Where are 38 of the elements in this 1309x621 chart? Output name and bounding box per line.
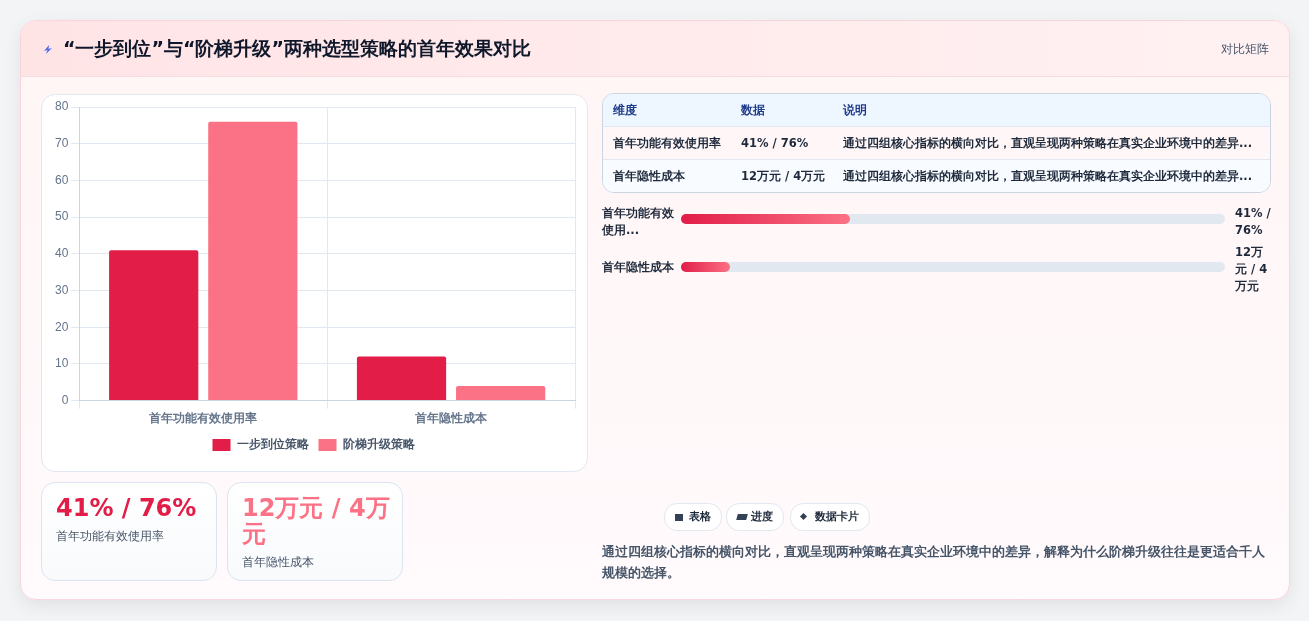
text: 首年功能有效使用率 (56, 529, 164, 544)
text: 12万元 / 4万元 (741, 169, 826, 184)
chart-title: “一步到位”与“阶梯升级”两种选型策略的首年效果对比 (63, 36, 531, 61)
text: 首年隐性成本 (613, 169, 685, 184)
y-tick-label: 0 (61, 392, 69, 407)
y-tick-label: 10 (54, 356, 69, 371)
y-tick-label: 60 (54, 172, 69, 187)
bar (109, 250, 199, 401)
bar (356, 356, 447, 401)
text: 41% / 76% (56, 494, 197, 522)
text: 首年功能有效使用率 (613, 136, 721, 151)
text: 通过四组核心指标的横向对比，直观呈现两种策略在真实企业环境中的差异... (843, 136, 1253, 151)
text: 数据卡片 (790, 503, 870, 531)
legend-label: 阶梯升级策略 (342, 437, 416, 452)
text: 数据 (741, 103, 765, 118)
text: 12万元 / 4万元 (1235, 244, 1269, 295)
text: 进度 (726, 503, 784, 531)
text: 41% / 76% (1235, 205, 1272, 239)
text: 通过四组核心指标的横向对比，直观呈现两种策略在真实企业环境中的差异，解释为什么阶梯升级往往是更适合千人规模的选择。 (602, 543, 1266, 582)
y-tick-label: 20 (54, 319, 69, 334)
y-tick-label: 30 (54, 282, 69, 297)
y-tick-label: 70 (54, 136, 69, 151)
text: 对比矩阵 (1221, 41, 1269, 58)
y-tick-label: 40 (54, 246, 69, 261)
y-tick-label: 50 (54, 209, 69, 224)
y-tick-label: 80 (54, 99, 69, 114)
text: 首年隐性成本 (602, 260, 674, 275)
text: 首年功能有效使用... (602, 205, 675, 239)
text: 通过四组核心指标的横向对比，直观呈现两种策略在真实企业环境中的差异... (843, 169, 1253, 184)
text: 12万元 / 4万元 (242, 494, 391, 548)
bar (456, 385, 546, 401)
text: 41% / 76% (741, 136, 809, 150)
bar (208, 121, 298, 401)
text: 说明 (843, 103, 867, 118)
legend-label: 一步到位策略 (236, 437, 310, 452)
text: 首年隐性成本 (242, 555, 314, 570)
text: 维度 (613, 103, 637, 118)
text: 表格 (664, 503, 722, 531)
